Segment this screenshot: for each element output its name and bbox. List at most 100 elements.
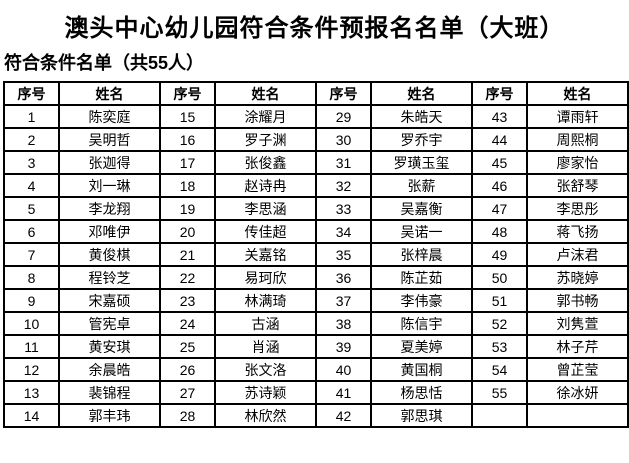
table-row: 6 邓唯伊 20 传佳超 34 吴诺一 48 蒋飞扬: [3, 219, 629, 244]
serial-cell: 31: [315, 150, 372, 175]
header-cell: 姓名: [526, 81, 629, 106]
name-cell: 关嘉铭: [214, 242, 317, 267]
name-cell: 苏诗颖: [214, 380, 317, 405]
name-cell: 吴嘉衡: [370, 196, 473, 221]
serial-cell: 9: [3, 288, 60, 313]
name-cell: 宋嘉硕: [58, 288, 161, 313]
serial-cell: 26: [159, 357, 216, 382]
name-cell: 裴锦程: [58, 380, 161, 405]
name-cell: 周熙桐: [526, 127, 629, 152]
serial-cell: 22: [159, 265, 216, 290]
name-cell: 传佳超: [214, 219, 317, 244]
name-cell: 蒋飞扬: [526, 219, 629, 244]
name-cell: 程铃芝: [58, 265, 161, 290]
name-cell: 刘隽萱: [526, 311, 629, 336]
name-cell: 肖涵: [214, 334, 317, 359]
serial-cell: 4: [3, 173, 60, 198]
serial-cell: 41: [315, 380, 372, 405]
serial-cell: 28: [159, 403, 216, 428]
serial-cell: 3: [3, 150, 60, 175]
serial-cell: 43: [471, 104, 528, 129]
serial-cell: 51: [471, 288, 528, 313]
table-row: 5 李龙翔 19 李思涵 33 吴嘉衡 47 李思彤: [3, 196, 629, 221]
name-cell: 李思涵: [214, 196, 317, 221]
name-cell: 卢沫君: [526, 242, 629, 267]
table-row: 2 吴明哲 16 罗子渊 30 罗乔宇 44 周熙桐: [3, 127, 629, 152]
serial-cell: 34: [315, 219, 372, 244]
serial-cell: 7: [3, 242, 60, 267]
serial-cell: 44: [471, 127, 528, 152]
serial-cell: 35: [315, 242, 372, 267]
roster-table: 序号 姓名 序号 姓名 序号 姓名 序号 姓名 1 陈奕庭 15 涂耀月 29 朱皓天 43 谭雨轩 2 吴明哲…: [3, 81, 629, 428]
serial-cell: 8: [3, 265, 60, 290]
serial-cell: 27: [159, 380, 216, 405]
serial-cell: 6: [3, 219, 60, 244]
name-cell: 杨思恬: [370, 380, 473, 405]
name-cell: 赵诗冉: [214, 173, 317, 198]
name-cell: 苏晓婷: [526, 265, 629, 290]
name-cell: 徐冰妍: [526, 380, 629, 405]
name-cell: 林欣然: [214, 403, 317, 428]
name-cell: 张舒琴: [526, 173, 629, 198]
name-cell: 张迦得: [58, 150, 161, 175]
name-cell: 罗乔宇: [370, 127, 473, 152]
serial-cell: 23: [159, 288, 216, 313]
serial-cell: 12: [3, 357, 60, 382]
header-cell: 序号: [3, 81, 60, 106]
serial-cell: 36: [315, 265, 372, 290]
table-row: 4 刘一琳 18 赵诗冉 32 张薪 46 张舒琴: [3, 173, 629, 198]
name-cell: [526, 403, 629, 428]
serial-cell: 37: [315, 288, 372, 313]
name-cell: 易珂欣: [214, 265, 317, 290]
serial-cell: 39: [315, 334, 372, 359]
serial-cell: 40: [315, 357, 372, 382]
serial-cell: 17: [159, 150, 216, 175]
table-row: 11 黄安琪 25 肖涵 39 夏美婷 53 林子芹: [3, 334, 629, 359]
table-row: 12 余晨皓 26 张文洛 40 黄国桐 54 曾芷莹: [3, 357, 629, 382]
name-cell: 黄国桐: [370, 357, 473, 382]
page-title: 澳头中心幼儿园符合条件预报名名单（大班）: [64, 15, 565, 42]
header-cell: 姓名: [214, 81, 317, 106]
header-cell: 序号: [471, 81, 528, 106]
name-cell: 管宪卓: [58, 311, 161, 336]
name-cell: 郭思琪: [370, 403, 473, 428]
table-row: 3 张迦得 17 张俊鑫 31 罗璜玉玺 45 廖家怡: [3, 150, 629, 175]
name-cell: 夏美婷: [370, 334, 473, 359]
name-cell: 李伟豪: [370, 288, 473, 313]
serial-cell: 13: [3, 380, 60, 405]
serial-cell: 14: [3, 403, 60, 428]
table-body: 1 陈奕庭 15 涂耀月 29 朱皓天 43 谭雨轩 2 吴明哲 16 罗子渊 30 罗乔宇 44 周熙桐 3 张…: [3, 104, 629, 428]
name-cell: 黄安琪: [58, 334, 161, 359]
serial-cell: 1: [3, 104, 60, 129]
serial-cell: 33: [315, 196, 372, 221]
serial-cell: 24: [159, 311, 216, 336]
serial-cell: 45: [471, 150, 528, 175]
name-cell: 曾芷莹: [526, 357, 629, 382]
table-row: 13 裴锦程 27 苏诗颖 41 杨思恬 55 徐冰妍: [3, 380, 629, 405]
name-cell: 刘一琳: [58, 173, 161, 198]
serial-cell: 32: [315, 173, 372, 198]
header-cell: 姓名: [58, 81, 161, 106]
table-row: 10 管宪卓 24 古涵 38 陈信宇 52 刘隽萱: [3, 311, 629, 336]
header-row: 序号 姓名 序号 姓名 序号 姓名 序号 姓名: [3, 81, 629, 106]
serial-cell: 18: [159, 173, 216, 198]
table-row: 14 郭丰玮 28 林欣然 42 郭思琪: [3, 403, 629, 428]
table-row: 1 陈奕庭 15 涂耀月 29 朱皓天 43 谭雨轩: [3, 104, 629, 129]
name-cell: 张薪: [370, 173, 473, 198]
name-cell: 张俊鑫: [214, 150, 317, 175]
name-cell: 陈奕庭: [58, 104, 161, 129]
serial-cell: 19: [159, 196, 216, 221]
name-cell: 朱皓天: [370, 104, 473, 129]
name-cell: 吴明哲: [58, 127, 161, 152]
name-cell: 郭丰玮: [58, 403, 161, 428]
serial-cell: 47: [471, 196, 528, 221]
name-cell: 余晨皓: [58, 357, 161, 382]
serial-cell: 30: [315, 127, 372, 152]
table-row: 9 宋嘉硕 23 林满琦 37 李伟豪 51 郭书畅: [3, 288, 629, 313]
serial-cell: 38: [315, 311, 372, 336]
name-cell: 李思彤: [526, 196, 629, 221]
table-row: 7 黄俊棋 21 关嘉铭 35 张梓晨 49 卢沫君: [3, 242, 629, 267]
serial-cell: 49: [471, 242, 528, 267]
name-cell: 李龙翔: [58, 196, 161, 221]
